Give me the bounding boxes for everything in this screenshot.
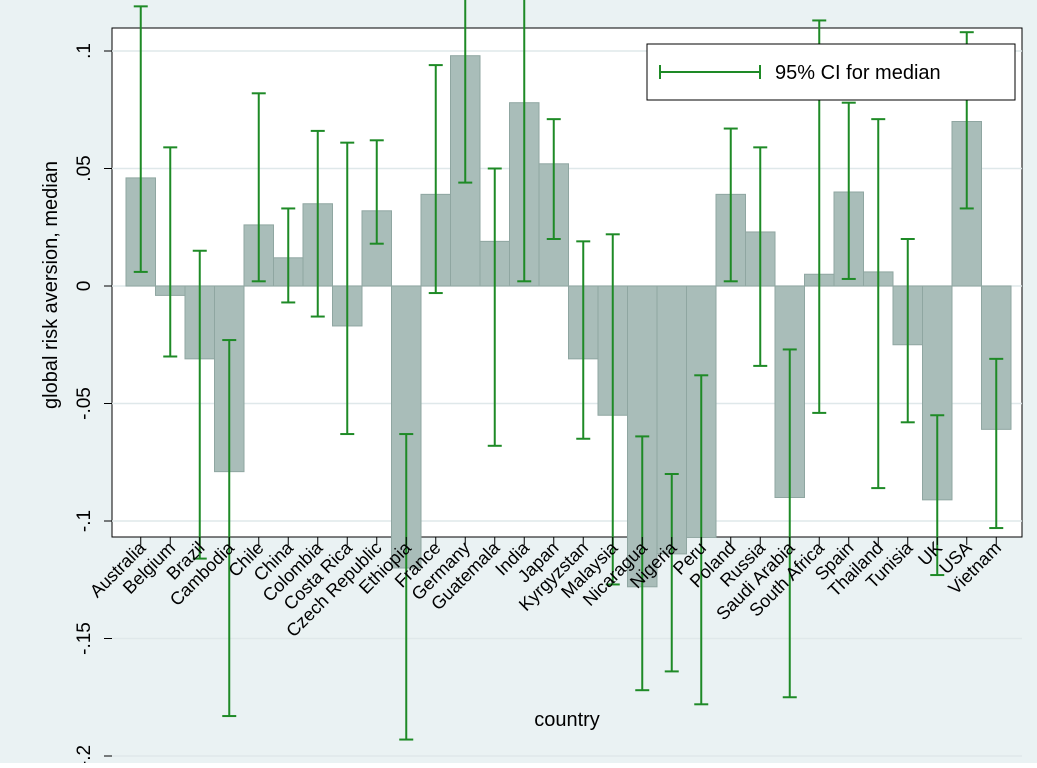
x-axis-label: country (534, 709, 600, 731)
y-axis: .2.15.1.050-.05-.1-.15-.2 (74, 43, 112, 767)
confidence-intervals (133, 0, 1004, 741)
y-tick-label: -.05 (74, 387, 95, 420)
y-tick-label: -.2 (74, 745, 95, 763)
y-axis-label: global risk aversion, median (40, 161, 62, 409)
y-tick-label: -.1 (74, 510, 95, 532)
y-tick-label: 0 (74, 281, 95, 292)
legend-label: 95% CI for median (775, 62, 941, 84)
y-tick-label: .1 (74, 43, 95, 59)
legend: 95% CI for median (646, 43, 1016, 101)
x-axis: AustraliaBelgiumBrazilCambodiaChileChina… (86, 537, 1005, 641)
y-tick-label: -.15 (74, 622, 95, 655)
y-tick-label: .05 (74, 155, 95, 181)
